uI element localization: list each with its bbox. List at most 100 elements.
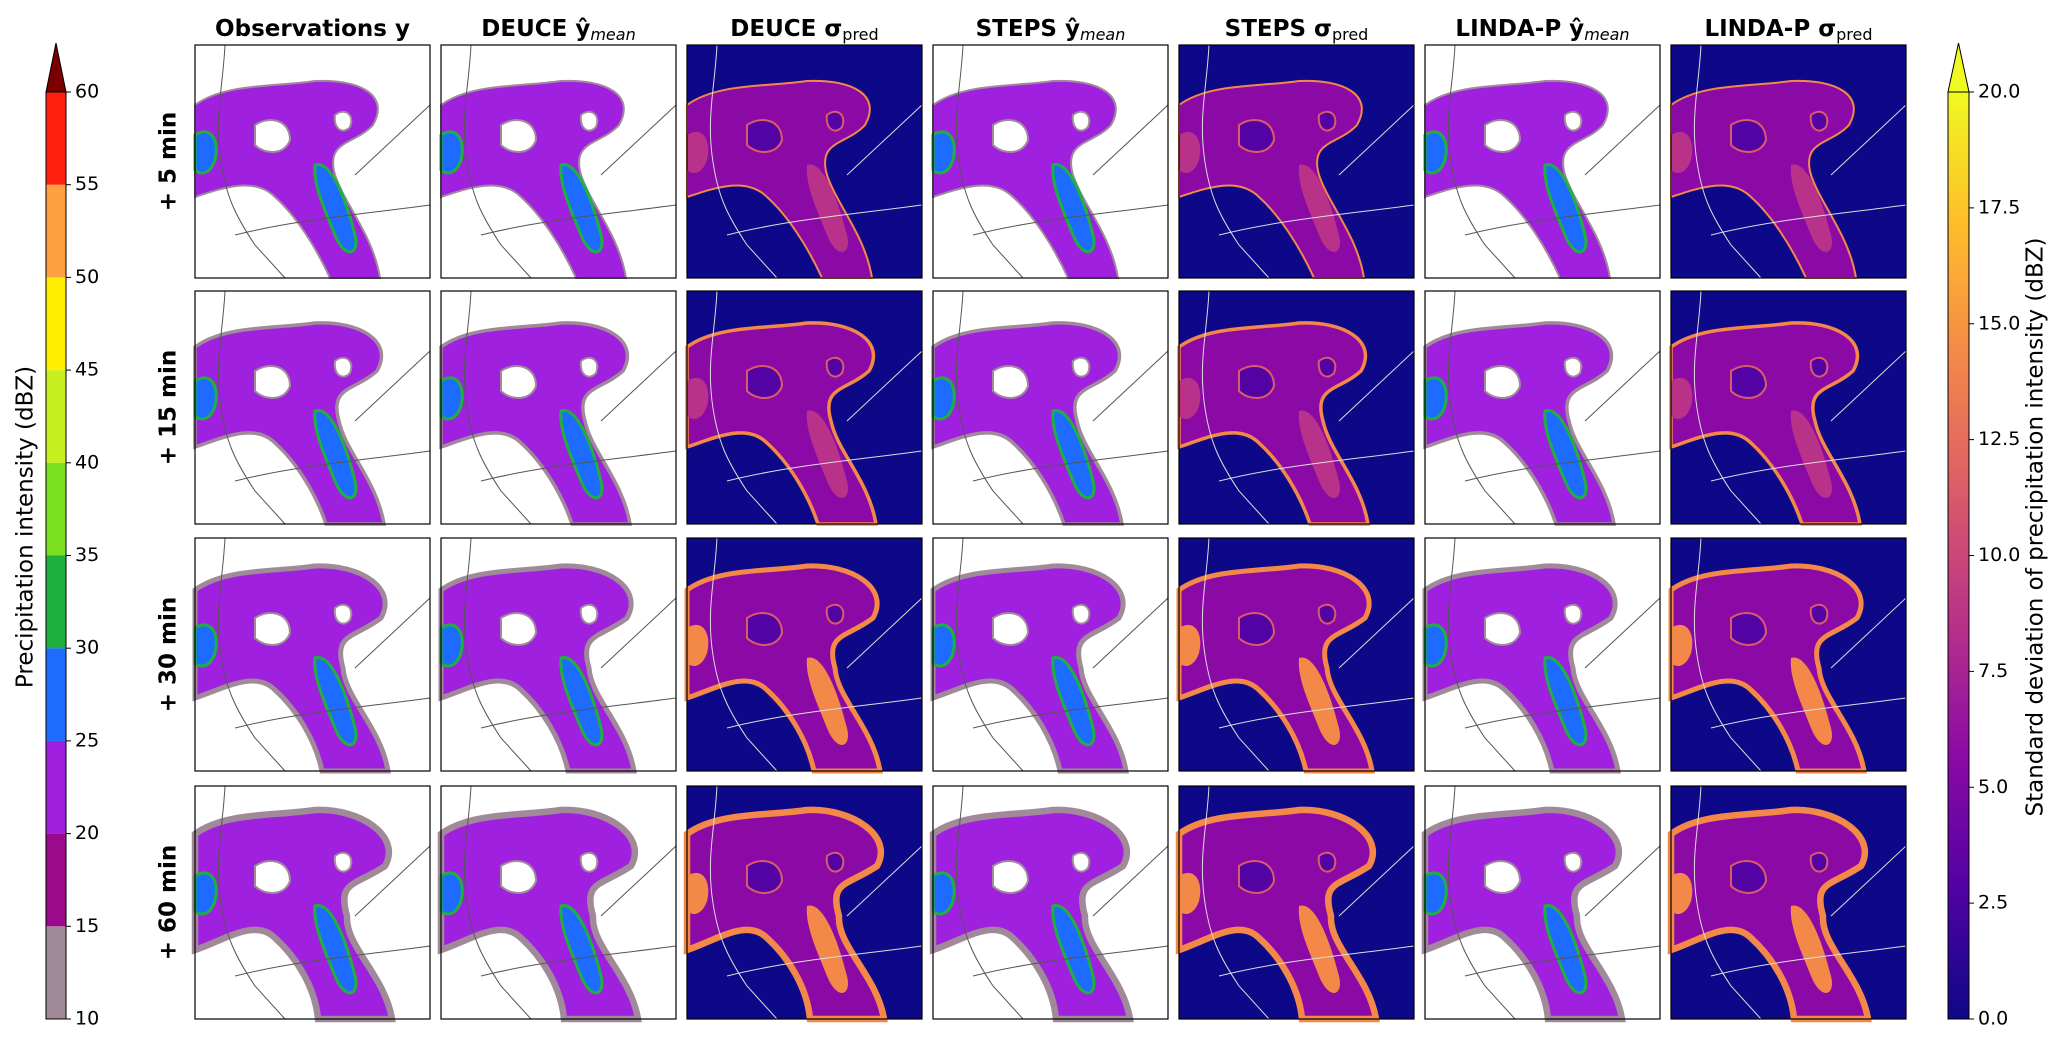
precip-core (193, 130, 358, 254)
colorbar-tick-label: 20.0 (1978, 81, 2020, 103)
row-label: + 5 min (156, 112, 182, 212)
row-label: + 15 min (156, 350, 182, 466)
precip-core (1179, 377, 1340, 498)
coastline (463, 44, 677, 279)
panel-frame (440, 290, 677, 525)
coastline (1447, 44, 1661, 279)
coastline (217, 44, 431, 279)
precip-core (1671, 377, 1832, 498)
precip-hole (1730, 603, 1829, 646)
precip-core (1671, 624, 1832, 745)
colorbar-tick-label: 10.0 (1978, 544, 2020, 566)
column-title-sub: mean (590, 25, 635, 44)
precip-core (439, 871, 604, 995)
colorbar-tick-label: 55 (75, 173, 99, 195)
column-title-sub: pred (1836, 25, 1872, 44)
colorbar-tick-label: 35 (75, 544, 99, 566)
column-title-sub: pred (842, 25, 878, 44)
map-panel (1423, 44, 1661, 279)
map-panel (191, 785, 431, 1023)
precip-core (687, 872, 848, 993)
column-title: DEUCE σpred (730, 16, 878, 44)
precip-hole (1238, 851, 1337, 894)
colorbar-tick-label: 30 (75, 637, 99, 659)
precip-core (1423, 376, 1588, 500)
panel-frame (932, 785, 1169, 1020)
map-panel (1669, 290, 1907, 526)
colorbar-segment (46, 555, 66, 649)
colorbar-tick-label: 0.0 (1978, 1008, 2008, 1030)
panel-frame (194, 537, 431, 772)
panel-frame (1424, 44, 1661, 279)
precip-core (1423, 623, 1588, 747)
colorbar-tick-label: 40 (75, 451, 99, 473)
precip-core (1179, 624, 1340, 745)
colorbar-label: Precipitation intensity (dBZ) (13, 366, 39, 688)
coastline (1201, 44, 1415, 279)
colorbar-segment (46, 92, 66, 185)
map-panel (439, 290, 677, 526)
precip-core (193, 376, 358, 500)
map-panel (1423, 290, 1661, 526)
precip-hole (992, 603, 1091, 646)
precip-hole (500, 851, 599, 894)
precip-core (931, 871, 1096, 995)
colorbar-tick-label: 25 (75, 729, 99, 751)
coastline (463, 290, 677, 525)
row-label: + 60 min (156, 845, 182, 961)
precip-core (1671, 872, 1832, 993)
colorbar-tick-label: 2.5 (1978, 892, 2008, 914)
panel-frame (686, 44, 923, 279)
precip-hole (746, 110, 845, 153)
precip-core (1179, 872, 1340, 993)
panel-frame (194, 785, 431, 1020)
precip-hole (746, 356, 845, 399)
panel-frame (1670, 44, 1907, 279)
precip-core (1423, 130, 1588, 254)
map-panel (192, 537, 431, 774)
panel-frame (686, 290, 923, 525)
map-panel (930, 537, 1169, 774)
panel-frame (1670, 537, 1907, 772)
colorbar-segment (46, 833, 66, 927)
precip-core (193, 623, 358, 747)
coastline (217, 290, 431, 525)
precip-hole (992, 851, 1091, 894)
column-title-main: LINDA-P σ (1704, 16, 1836, 42)
colorbar-label: Standard deviation of precipitation inte… (2023, 238, 2049, 817)
coastline (217, 537, 431, 772)
precip-hole (1730, 356, 1829, 399)
precip-hole (746, 851, 845, 894)
panel-frame (932, 537, 1169, 772)
coastline (955, 537, 1169, 772)
column-title: Observations y (215, 16, 410, 42)
colorbar-tick-label: 15 (75, 915, 99, 937)
precip-hole (992, 110, 1091, 153)
precip-hole (1730, 851, 1829, 894)
precip-core (931, 623, 1096, 747)
map-panel (1421, 785, 1661, 1023)
panel-frame (1670, 290, 1907, 525)
map-panel (193, 44, 431, 279)
map-panel (685, 290, 923, 526)
map-panel (437, 785, 677, 1023)
panel-frame (686, 785, 923, 1020)
precip-hole (1730, 110, 1829, 153)
row-label: + 30 min (156, 597, 182, 713)
colorbar-tick-label: 60 (75, 81, 99, 103)
coastline (1693, 785, 1907, 1020)
coastline (709, 44, 923, 279)
coastline (1693, 537, 1907, 772)
precip-core (1179, 131, 1340, 252)
colorbar-tick-label: 7.5 (1978, 660, 2008, 682)
panel-frame (1178, 537, 1415, 772)
precip-core (931, 376, 1096, 500)
column-title-main: STEPS ŷ (976, 16, 1080, 42)
coastline (1201, 785, 1415, 1020)
colorbar-tick-label: 45 (75, 359, 99, 381)
column-title: DEUCE ŷmean (481, 16, 635, 44)
panel-frame (932, 290, 1169, 525)
precip-hole (992, 356, 1091, 399)
colorbar-segment (46, 740, 66, 834)
